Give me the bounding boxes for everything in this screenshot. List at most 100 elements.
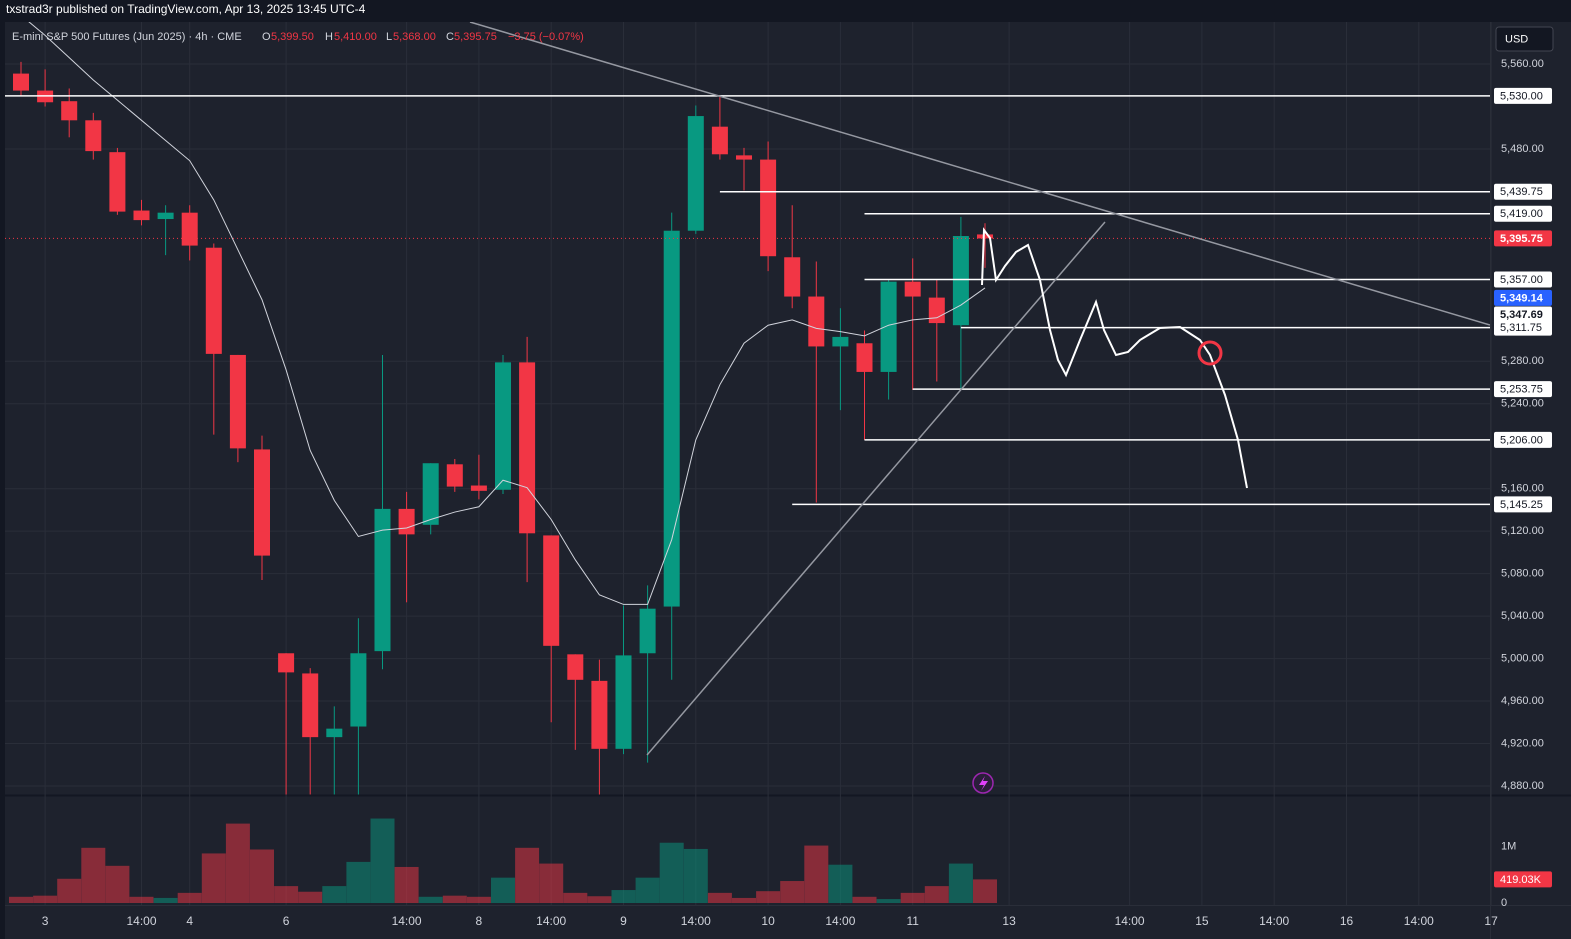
candle-body [711,126,728,155]
price-line-tag [1494,205,1552,222]
volume-bar [876,899,901,903]
volume-bar [466,896,491,903]
symbol-title: E-mini S&P 500 Futures (Jun 2025) · 4h ·… [12,31,242,43]
price-line-tag [1494,183,1552,200]
candle-body [904,281,921,297]
volume-bar [732,897,756,903]
volume-bar [322,886,347,903]
volume-bar [177,892,202,903]
volume-bar [804,845,829,903]
legend-key: H [325,31,333,43]
price-line-tag [1494,431,1552,448]
volume-bar [442,895,467,903]
volume-bar [852,896,877,903]
volume-bar [394,866,419,903]
volume-bar [948,863,973,903]
candle-body [615,655,632,749]
y-tick-label: 5,560.00 [1501,58,1544,70]
y-tick-label: 4,880.00 [1501,780,1544,792]
x-tick-label: 11 [906,914,919,928]
price-tag [1494,230,1552,247]
legend-value: 5,395.75 [454,31,497,43]
y-tick-label: 4,920.00 [1501,737,1544,749]
candle-body [663,230,680,607]
price-line-label: 5,419.00 [1500,208,1543,220]
volume-bar [659,842,684,903]
candle-body [446,464,463,487]
trend-line [646,221,1106,756]
top-bar [0,0,1571,22]
candle-body [109,152,126,212]
candle-body [13,73,29,91]
x-tick-label: 14:00 [536,914,566,928]
candle-body [398,508,415,535]
price-line-tag [1494,319,1552,336]
volume-bar [153,897,178,903]
price-tag-label: 5,349.14 [1500,292,1544,304]
price-tag [1494,289,1552,306]
candles [5,22,1490,795]
candle-body [278,653,295,673]
candle-body [229,354,246,449]
moving-average [28,22,986,605]
x-tick-label: 14:00 [392,914,422,928]
y-tick-label: 5,040.00 [1501,610,1544,622]
candle-body [567,654,584,680]
candle-body [736,155,752,160]
volume-bar [973,879,997,903]
volume-bar [756,891,781,903]
y-tick-label: 5,120.00 [1501,525,1544,537]
volume-bar [370,818,395,903]
candle-body [639,608,656,654]
volume-bar [33,895,58,903]
legend-value: 5,410.00 [334,31,377,43]
candle-body [133,210,150,221]
price-line-tag [1494,381,1552,398]
x-tick-label: 4 [186,914,193,928]
volume-bar [274,886,299,903]
x-tick-label: 14:00 [1259,914,1289,928]
trend-line [469,22,1490,326]
price-axis [1490,22,1571,905]
y-tick-label: 5,000.00 [1501,652,1544,664]
volume-bar [924,886,949,903]
currency-button[interactable] [1495,26,1554,52]
candle-body [808,296,825,347]
price-line-tag [1494,87,1552,104]
price-line-label: 5,206.00 [1500,434,1543,446]
candle-body [977,234,993,239]
x-tick-label: 14:00 [1404,914,1434,928]
legend-value: 5,368.00 [393,31,436,43]
volume-bar [9,896,33,903]
volume-tick-label: 0 [1501,897,1507,909]
lightning [979,776,988,791]
x-tick-label: 17 [1484,914,1498,928]
volume-bar [563,892,588,903]
x-tick-label: 6 [283,914,290,928]
candle-body [157,212,174,220]
volume-bar [105,865,130,903]
candle-body [495,362,511,490]
candle-body [350,653,367,727]
legend-key: C [446,31,454,43]
price-line-label: 5,439.75 [1500,186,1543,198]
volume-bar [250,849,274,903]
volume-bar [418,896,443,903]
legend-value: 5,399.50 [271,31,314,43]
time-axis [5,905,1571,939]
price-line-label: 5,145.25 [1500,499,1543,511]
candle-body [61,101,78,121]
volume-bar [201,853,226,903]
x-tick-label: 14:00 [1115,914,1145,928]
volume-tag [1494,871,1552,888]
candle-body [880,281,897,372]
x-tick-label: 14:00 [126,914,156,928]
legend-change: −3.75 (−0.07%) [508,31,584,43]
volume-bar [539,863,564,903]
volume-bar [491,877,515,903]
volume-bar [587,896,612,903]
candle-body [832,336,849,347]
y-tick-label: 5,160.00 [1501,483,1544,495]
price-line-label: 5,357.00 [1500,274,1543,286]
